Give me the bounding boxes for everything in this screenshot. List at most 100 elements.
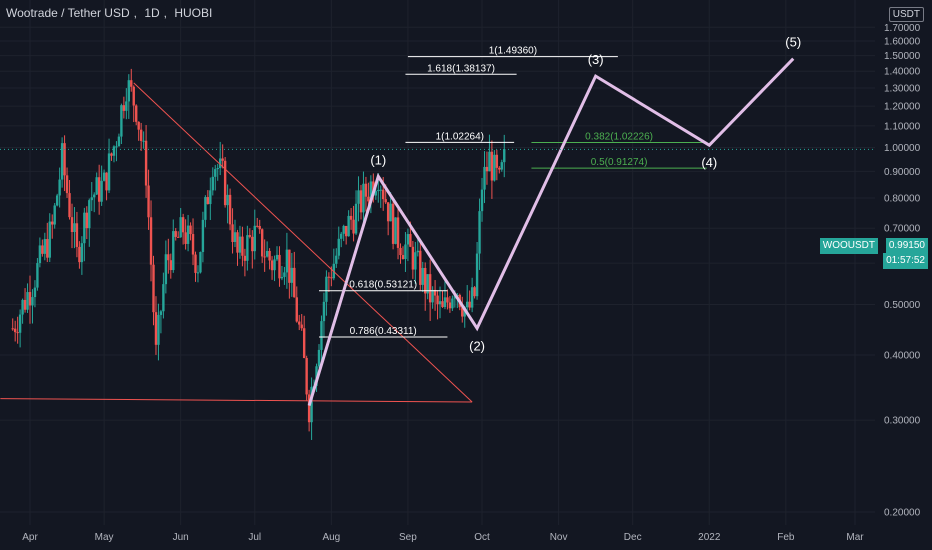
y-tick-label: 0.30000	[884, 416, 921, 427]
candle-body	[386, 202, 390, 222]
candle-body	[409, 234, 412, 247]
candle-body	[241, 236, 244, 256]
x-tick-label: Sep	[399, 532, 417, 543]
candle-body	[63, 143, 66, 176]
candle-body	[448, 302, 452, 309]
candle-body	[404, 244, 407, 260]
candle-body	[473, 287, 476, 297]
candle-body	[112, 146, 116, 156]
candle-body	[490, 151, 494, 181]
x-tick-label: Feb	[777, 532, 795, 543]
candle-body	[290, 267, 294, 283]
candle-body	[73, 223, 76, 232]
candle-body	[337, 238, 340, 256]
candle-body	[285, 249, 289, 273]
candle-body	[300, 324, 303, 329]
candle-body	[443, 297, 447, 308]
candle-body	[231, 224, 234, 242]
candle-body	[293, 267, 296, 298]
candle-body	[480, 189, 484, 212]
candle-body	[426, 274, 429, 294]
candle-body	[16, 332, 19, 334]
candle-body	[80, 243, 84, 263]
x-axis-panel	[0, 525, 932, 550]
candle-body	[436, 295, 439, 305]
candle-body	[349, 215, 353, 220]
candle-body	[362, 183, 365, 213]
candle-body	[495, 154, 499, 168]
wave-label: (1)	[370, 152, 386, 167]
candle-body	[327, 276, 331, 278]
candlestick-series	[11, 68, 506, 440]
candle-body	[451, 298, 454, 309]
y-axis-panel	[875, 0, 932, 550]
candle-body	[43, 239, 47, 254]
candle-body	[38, 245, 42, 264]
x-tick-label: Mar	[846, 532, 864, 543]
candle-body	[364, 183, 368, 197]
candle-body	[475, 253, 479, 297]
candle-body	[88, 200, 91, 229]
candle-body	[97, 177, 101, 202]
x-tick-label: Apr	[22, 532, 38, 543]
candle-body	[478, 211, 481, 254]
trend-lines	[0, 82, 473, 403]
y-tick-label: 1.40000	[884, 67, 921, 78]
candle-body	[216, 168, 219, 170]
candle-body	[154, 312, 158, 345]
fib-levels: 1(1.49360) 1.618(1.38137) 1(1.02264) 0.618(…	[318, 46, 707, 338]
candle-body	[347, 215, 350, 237]
currency-unit[interactable]: USDT	[888, 7, 924, 22]
fib-label: 0.786(0.43311)	[350, 326, 417, 337]
candle-body	[354, 203, 358, 234]
candle-body	[162, 284, 165, 312]
candle-body	[70, 217, 74, 232]
candle-body	[204, 197, 207, 220]
fib-label: 1(1.49360)	[489, 46, 537, 57]
y-axis: 0.200000.300000.400000.500000.600000.700…	[875, 0, 932, 550]
candle-body	[453, 295, 457, 299]
candle-body	[137, 121, 140, 130]
candle-body	[159, 311, 163, 315]
candle-body	[302, 328, 306, 358]
candle-body	[320, 321, 323, 350]
candle-body	[377, 190, 380, 192]
candle-body	[68, 193, 71, 218]
candle-body	[130, 80, 133, 87]
candle-body	[503, 149, 506, 163]
candle-body	[270, 260, 274, 271]
candle-body	[177, 236, 180, 238]
candle-body	[117, 136, 121, 147]
candle-body	[298, 321, 301, 325]
candle-body	[167, 254, 170, 261]
candle-body	[295, 297, 298, 322]
fib-label: 0.618(0.53121)	[349, 280, 417, 291]
candle-body	[132, 86, 135, 106]
interval: 1D	[144, 6, 160, 20]
candle-body	[95, 177, 98, 195]
candle-body	[41, 245, 44, 254]
candle-body	[310, 386, 313, 423]
fib-label: 0.5(0.91274)	[591, 157, 648, 168]
candle-body	[211, 176, 214, 191]
candle-body	[369, 181, 373, 202]
x-tick-label: May	[95, 532, 114, 543]
y-tick-label: 1.10000	[884, 121, 921, 132]
candle-body	[125, 101, 128, 111]
candle-body	[411, 246, 415, 270]
candle-body	[251, 236, 254, 252]
candle-body	[263, 256, 266, 258]
candle-body	[164, 254, 168, 285]
candle-body	[268, 250, 271, 261]
candle-body	[13, 328, 17, 333]
y-tick-label: 1.60000	[884, 37, 921, 48]
candle-body	[468, 301, 471, 308]
candle-body	[191, 234, 195, 255]
candle-body	[181, 217, 185, 233]
x-tick-label: 2022	[698, 532, 721, 543]
candle-body	[340, 233, 343, 239]
candle-body	[78, 246, 81, 263]
candle-body	[33, 287, 37, 298]
elliott-wave: (1) (2) (3) (4) (5)	[307, 35, 801, 406]
